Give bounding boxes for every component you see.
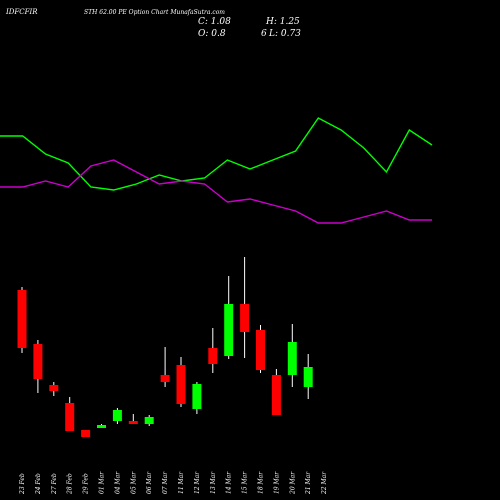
x-tick-label: 05 Mar — [130, 471, 137, 494]
candle-body-down — [256, 330, 265, 370]
candle-body-up — [144, 417, 154, 424]
candle-body-down — [271, 375, 281, 415]
symbol-label: IDFCFIR — [5, 8, 38, 16]
high-value: H: 1.25 — [265, 17, 300, 27]
x-tick-label: 04 Mar — [114, 471, 121, 494]
open-value: O: 0.8 — [198, 29, 226, 39]
candle-body-up — [303, 367, 313, 387]
change-value: 6 — [261, 29, 267, 39]
low-value: L: 0.73 — [268, 29, 301, 39]
candle-body-down — [17, 290, 27, 348]
candle-body-down — [33, 344, 43, 379]
candle-body-down — [176, 365, 186, 404]
indicator-lines — [0, 117, 433, 224]
x-tick-label: 19 Mar — [273, 471, 280, 494]
x-tick-label: 12 Mar — [194, 471, 201, 494]
x-tick-label: 18 Mar — [258, 471, 265, 494]
x-tick-label: 20 Mar — [289, 471, 296, 495]
candle-body-up — [97, 425, 106, 428]
candle-body-up — [287, 342, 297, 375]
x-tick-label: 11 Mar — [178, 471, 185, 494]
x-tick-label: 07 Mar — [162, 471, 169, 494]
candle-body-down — [81, 430, 91, 437]
candle-body-down — [208, 348, 218, 364]
candle-body-down — [128, 421, 138, 424]
x-tick-label: 13 Mar — [210, 471, 217, 494]
x-tick-label: 29 Feb — [83, 473, 90, 495]
candlesticks — [17, 257, 313, 437]
candle-body-up — [192, 384, 202, 409]
candle-body-up — [112, 410, 122, 421]
x-tick-label: 27 Feb — [51, 473, 58, 495]
indicator-line-1 — [0, 117, 433, 191]
x-tick-label: 22 Mar — [321, 471, 328, 495]
candle-body-down — [65, 403, 75, 431]
subtitle-label: STH 62.00 PE Option Chart MunafaSutra.co… — [84, 9, 225, 16]
x-tick-label: 01 Mar — [99, 471, 106, 494]
indicator-line-2 — [0, 159, 432, 224]
candle-body-down — [49, 385, 59, 391]
candle-body-up — [224, 304, 234, 356]
candle-body-down — [240, 304, 250, 332]
candle-body-down — [160, 375, 170, 382]
chart-header: IDFCFIR STH 62.00 PE Option Chart Munafa… — [5, 8, 301, 39]
x-tick-label: 21 Mar — [305, 471, 312, 495]
close-value: C: 1.08 — [198, 17, 231, 27]
x-tick-label: 15 Mar — [242, 471, 249, 494]
x-axis-labels: 23 Feb 24 Feb 27 Feb 28 Feb 29 Feb 01 Mar 04 M… — [19, 471, 328, 495]
x-tick-label: 24 Feb — [35, 473, 42, 495]
x-tick-label: 06 Mar — [146, 471, 153, 494]
x-tick-label: 23 Feb — [19, 473, 26, 495]
x-tick-label: 28 Feb — [67, 473, 74, 495]
x-tick-label: 14 Mar — [226, 471, 233, 494]
